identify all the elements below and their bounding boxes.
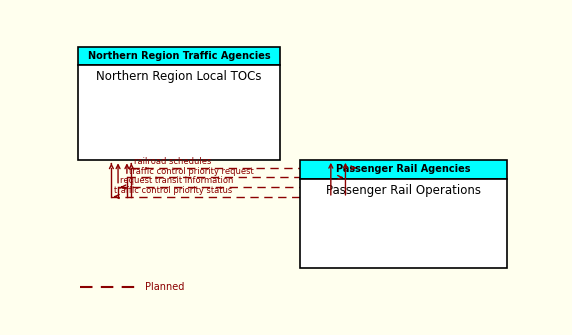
Text: traffic control priority request: traffic control priority request bbox=[129, 166, 254, 176]
Bar bbox=[78, 65, 280, 160]
Text: Northern Region Local TOCs: Northern Region Local TOCs bbox=[96, 70, 262, 83]
Text: Northern Region Traffic Agencies: Northern Region Traffic Agencies bbox=[88, 51, 271, 61]
Text: request transit information: request transit information bbox=[120, 176, 233, 185]
Text: traffic control priority status: traffic control priority status bbox=[114, 186, 232, 195]
Text: Planned: Planned bbox=[145, 281, 184, 291]
Text: Passenger Rail Operations: Passenger Rail Operations bbox=[326, 184, 481, 197]
Bar bbox=[300, 179, 507, 268]
Text: railroad schedules: railroad schedules bbox=[134, 157, 211, 166]
Text: Passenger Rail Agencies: Passenger Rail Agencies bbox=[336, 164, 471, 175]
Bar bbox=[300, 160, 507, 179]
Bar bbox=[78, 47, 280, 65]
